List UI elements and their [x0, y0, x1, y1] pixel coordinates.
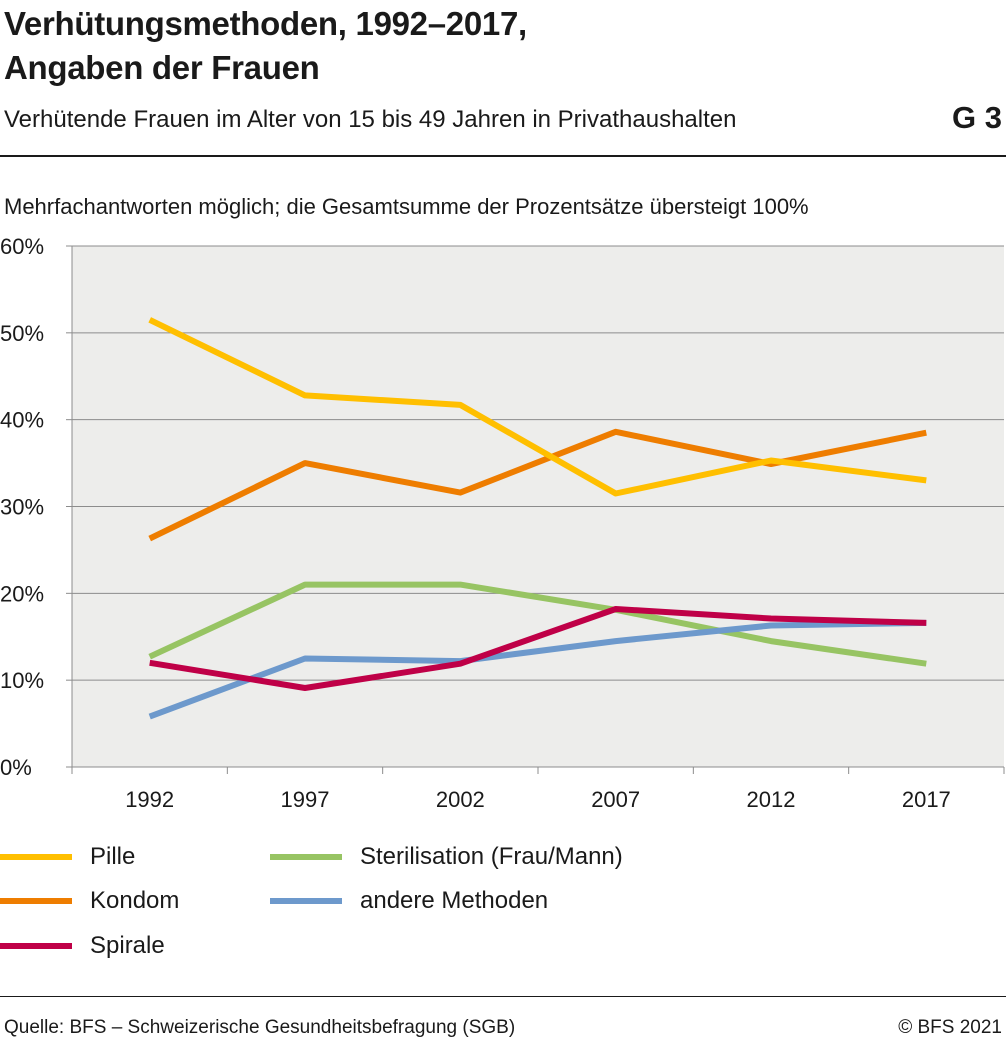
- series-line-3: [149, 606, 927, 691]
- legend-item: andere Methoden: [270, 886, 548, 916]
- chart-subtitle: Verhütende Frauen im Alter von 15 bis 49…: [4, 106, 737, 133]
- legend-item: Sterilisation (Frau/Mann): [270, 842, 623, 872]
- legend-item: Spirale: [0, 931, 165, 961]
- legend-item: Kondom: [0, 886, 179, 916]
- y-tick-label: 10%: [0, 668, 44, 693]
- legend-swatch: [0, 943, 72, 949]
- series-line-2: [148, 428, 927, 542]
- x-tick-label: 1997: [281, 787, 330, 812]
- legend-item: Pille: [0, 842, 135, 872]
- x-tick-label: 1992: [125, 787, 174, 812]
- legend-swatch: [270, 854, 342, 860]
- x-tick-label: 2002: [436, 787, 485, 812]
- legend-label: Sterilisation (Frau/Mann): [360, 843, 623, 870]
- graphic-number: G 3: [952, 100, 1002, 135]
- source-note: Quelle: BFS – Schweizerische Gesundheits…: [4, 1017, 516, 1038]
- line-chart: 0% 10% 20% 30% 40% 50% 60% 1992 1997 2002 2007 2012…: [0, 234, 1005, 812]
- x-tick-label: 2012: [747, 787, 796, 812]
- y-tick-label: 60%: [0, 234, 44, 259]
- chart-note: Mehrfachantworten möglich; die Gesamtsum…: [4, 194, 809, 219]
- series-line-4: [148, 581, 927, 667]
- x-tick-label: 2007: [591, 787, 640, 812]
- y-tick-label: 0%: [0, 755, 32, 780]
- y-tick-label: 50%: [0, 321, 44, 346]
- chart-title: Verhütungsmethoden, 1992–2017, Angaben d…: [4, 2, 527, 90]
- legend-swatch: [270, 898, 342, 904]
- legend-swatch: [0, 898, 72, 904]
- legend-label: Pille: [90, 843, 136, 870]
- copyright: © BFS 2021: [898, 1017, 1002, 1038]
- footer-divider: [0, 996, 1006, 997]
- y-tick-label: 30%: [0, 495, 44, 520]
- legend-label: andere Methoden: [360, 887, 549, 914]
- y-tick-label: 20%: [0, 581, 44, 606]
- chart-title-line-1: Verhütungsmethoden, 1992–2017,: [4, 5, 527, 42]
- header-divider: [0, 155, 1006, 157]
- chart-title-line-2: Angaben der Frauen: [4, 49, 320, 86]
- legend-swatch: [0, 854, 72, 860]
- series-line-1: [148, 317, 927, 497]
- series-line-5: [148, 619, 927, 720]
- y-tick-label: 40%: [0, 408, 44, 433]
- legend-label: Kondom: [90, 887, 180, 914]
- legend-label: Spirale: [90, 932, 165, 959]
- x-tick-label: 2017: [902, 787, 951, 812]
